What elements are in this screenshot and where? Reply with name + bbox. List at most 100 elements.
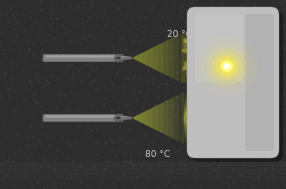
- Point: [36, 102, 41, 105]
- Point: [82, 1, 87, 4]
- Point: [240, 174, 244, 177]
- Point: [92, 102, 97, 105]
- Point: [243, 84, 248, 87]
- Point: [10, 49, 14, 52]
- Point: [130, 163, 134, 166]
- Point: [49, 166, 54, 169]
- Point: [249, 51, 254, 54]
- Point: [87, 73, 91, 76]
- Point: [106, 48, 110, 51]
- Point: [39, 119, 44, 122]
- Point: [277, 8, 281, 11]
- Point: [237, 76, 242, 79]
- Point: [281, 129, 286, 132]
- Point: [63, 182, 67, 185]
- Point: [166, 83, 170, 86]
- Point: [219, 105, 224, 108]
- Point: [25, 50, 29, 53]
- Point: [169, 129, 173, 132]
- Point: [76, 69, 80, 72]
- Point: [93, 121, 98, 124]
- Point: [67, 57, 72, 60]
- Point: [265, 127, 270, 130]
- Point: [87, 9, 92, 12]
- Point: [261, 70, 265, 73]
- Point: [128, 2, 132, 5]
- Point: [138, 77, 143, 80]
- Point: [221, 64, 225, 67]
- Polygon shape: [132, 105, 158, 131]
- Point: [39, 59, 43, 62]
- Point: [129, 152, 134, 155]
- Point: [163, 172, 168, 175]
- Point: [40, 41, 45, 44]
- Point: [276, 10, 280, 13]
- Point: [138, 182, 142, 185]
- Point: [254, 142, 259, 145]
- Point: [116, 100, 120, 103]
- Point: [259, 158, 263, 161]
- Point: [53, 168, 57, 171]
- Point: [57, 94, 62, 97]
- Point: [269, 36, 274, 39]
- Point: [91, 35, 96, 38]
- Point: [89, 82, 94, 85]
- Point: [22, 98, 27, 101]
- Point: [260, 45, 265, 48]
- Point: [34, 77, 39, 80]
- Point: [21, 99, 25, 102]
- Point: [223, 20, 227, 23]
- Point: [128, 127, 132, 130]
- Point: [79, 113, 83, 116]
- Polygon shape: [132, 50, 148, 66]
- Point: [67, 30, 72, 33]
- Polygon shape: [132, 102, 163, 134]
- Point: [271, 71, 276, 74]
- Ellipse shape: [207, 47, 247, 85]
- Point: [192, 20, 196, 23]
- Point: [228, 177, 232, 180]
- Point: [141, 38, 146, 41]
- Point: [261, 31, 266, 34]
- Point: [33, 9, 37, 12]
- Point: [60, 154, 65, 157]
- Point: [126, 110, 131, 113]
- Point: [134, 78, 138, 81]
- Point: [63, 115, 68, 119]
- Point: [68, 174, 72, 177]
- Point: [97, 88, 101, 91]
- Point: [108, 152, 112, 155]
- Point: [269, 90, 274, 93]
- Point: [17, 149, 22, 152]
- Point: [258, 133, 263, 136]
- Point: [122, 122, 127, 125]
- Point: [239, 132, 243, 135]
- Point: [256, 102, 261, 105]
- Point: [217, 166, 221, 169]
- Point: [64, 70, 68, 73]
- Point: [180, 35, 184, 38]
- Point: [135, 36, 140, 39]
- Point: [248, 90, 253, 93]
- Point: [191, 97, 195, 100]
- Point: [262, 63, 267, 66]
- Point: [183, 171, 188, 174]
- Point: [237, 85, 241, 88]
- Point: [118, 22, 122, 26]
- Point: [76, 125, 80, 128]
- Point: [194, 177, 199, 180]
- Point: [265, 148, 270, 151]
- Point: [227, 140, 231, 143]
- Point: [153, 35, 157, 38]
- Point: [109, 140, 113, 143]
- Point: [223, 127, 227, 130]
- Point: [214, 0, 219, 2]
- Point: [11, 107, 16, 110]
- Point: [161, 105, 166, 108]
- Point: [141, 106, 146, 109]
- Point: [117, 43, 122, 46]
- Point: [2, 34, 6, 37]
- Point: [281, 93, 286, 96]
- Ellipse shape: [184, 48, 190, 54]
- Point: [78, 59, 83, 62]
